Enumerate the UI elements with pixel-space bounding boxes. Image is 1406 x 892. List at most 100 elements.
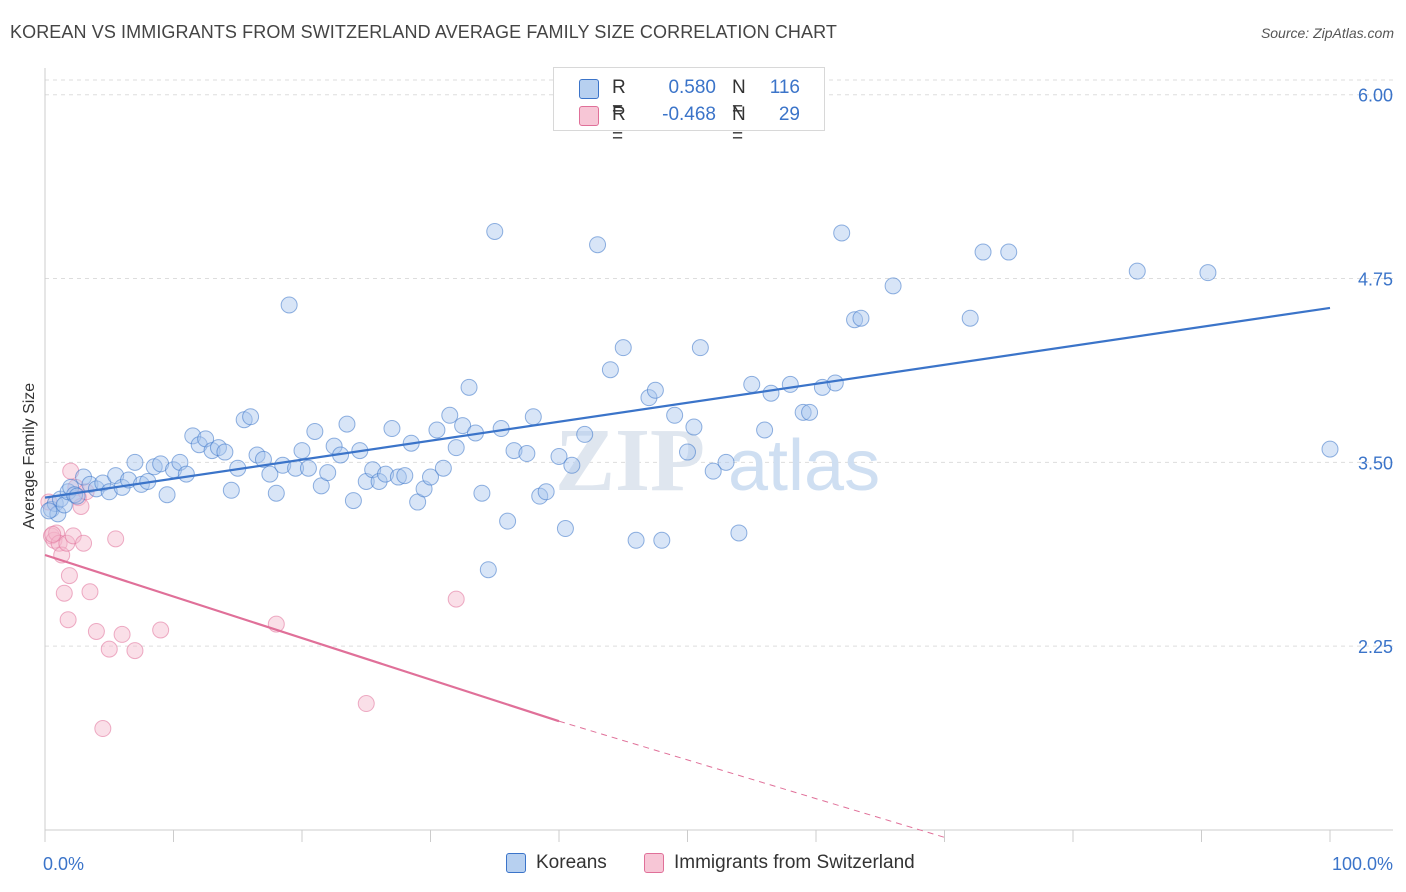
data-point-koreans <box>614 339 632 357</box>
data-point-koreans <box>563 456 581 474</box>
legend-r-value: 0.580 <box>668 77 716 98</box>
data-point-koreans <box>961 309 979 327</box>
legend-r-value: -0.468 <box>662 104 716 125</box>
data-point-koreans <box>884 277 902 295</box>
data-point-koreans <box>460 378 478 396</box>
trend-line-koreans <box>44 306 1331 499</box>
data-point-koreans <box>184 427 202 445</box>
data-point-switzerland <box>126 642 144 660</box>
trend-line-switzerland <box>44 553 560 723</box>
y-tick-label: 3.50 <box>1358 453 1393 473</box>
data-point-switzerland <box>94 720 112 738</box>
data-point-koreans <box>518 445 536 463</box>
data-point-koreans <box>1199 264 1217 282</box>
legend-r-label: R = <box>612 77 626 120</box>
legend-n-value: 116 <box>769 77 800 98</box>
data-point-koreans <box>68 487 86 505</box>
data-point-koreans <box>293 442 311 460</box>
bottom-legend-label: Immigrants from Switzerland <box>674 852 915 873</box>
data-point-koreans <box>383 420 401 438</box>
data-point-koreans <box>756 421 774 439</box>
data-point-koreans <box>781 375 799 393</box>
legend-swatch-koreans <box>579 79 599 99</box>
data-point-koreans <box>49 505 67 523</box>
data-point-koreans <box>306 422 324 440</box>
data-point-koreans <box>524 408 542 426</box>
data-point-koreans <box>679 443 696 461</box>
data-point-koreans <box>299 459 317 477</box>
series-koreans <box>40 222 1339 579</box>
data-point-koreans <box>846 311 864 329</box>
bottom-legend-label: Koreans <box>536 852 607 873</box>
data-point-koreans <box>94 474 112 492</box>
legend-n-value: 29 <box>778 104 800 125</box>
trend-lines <box>44 306 1331 838</box>
y-tick-label: 6.00 <box>1358 86 1393 106</box>
y-axis-label: Average Family Size <box>21 383 38 530</box>
y-tick-label: 4.75 <box>1358 270 1393 290</box>
data-point-switzerland <box>152 621 170 639</box>
data-point-koreans <box>589 236 607 254</box>
data-point-koreans <box>222 481 240 499</box>
data-point-switzerland <box>59 611 77 629</box>
data-point-koreans <box>454 417 472 435</box>
data-point-koreans <box>794 403 812 421</box>
data-point-koreans <box>261 465 279 483</box>
data-point-koreans <box>396 467 414 485</box>
data-point-koreans <box>499 512 517 530</box>
data-point-switzerland <box>44 525 62 543</box>
data-point-koreans <box>653 531 671 549</box>
data-point-koreans <box>550 447 568 465</box>
data-point-switzerland <box>60 567 78 585</box>
data-point-koreans <box>576 425 594 443</box>
data-point-koreans <box>319 464 337 482</box>
data-point-koreans <box>826 374 844 392</box>
axes <box>44 68 1393 842</box>
y-tick-label: 2.25 <box>1358 637 1393 657</box>
chart-title: KOREAN VS IMMIGRANTS FROM SWITZERLAND AV… <box>10 22 837 42</box>
data-point-koreans <box>422 468 439 486</box>
data-point-koreans <box>601 361 619 379</box>
data-point-switzerland <box>357 695 375 713</box>
data-point-koreans <box>158 486 176 504</box>
data-point-koreans <box>338 415 356 433</box>
data-point-koreans <box>473 484 491 502</box>
legend-n-label: N = <box>732 77 746 120</box>
data-point-switzerland <box>55 584 73 602</box>
data-point-koreans <box>479 561 497 579</box>
bottom-legend-swatch-koreans <box>506 853 526 873</box>
data-point-koreans <box>974 243 992 261</box>
data-point-koreans <box>627 531 645 549</box>
data-point-koreans <box>691 339 709 357</box>
data-point-koreans <box>428 421 446 439</box>
x-tick-label: 100.0% <box>1332 854 1393 874</box>
data-point-koreans <box>505 442 523 460</box>
legend-swatch-switzerland <box>579 106 599 126</box>
data-point-koreans <box>441 406 459 424</box>
data-point-koreans <box>254 450 272 468</box>
data-point-koreans <box>216 443 234 461</box>
data-point-koreans <box>762 384 780 402</box>
data-point-koreans <box>177 465 195 483</box>
data-point-koreans <box>344 492 362 510</box>
data-point-koreans <box>1128 262 1146 280</box>
data-point-switzerland <box>100 640 118 658</box>
data-point-koreans <box>704 462 722 480</box>
data-point-koreans <box>537 483 555 501</box>
data-point-koreans <box>1000 243 1018 261</box>
data-point-koreans <box>717 453 735 471</box>
legend-n-label: N = <box>732 104 746 147</box>
data-point-koreans <box>852 309 870 327</box>
data-point-koreans <box>1321 440 1339 458</box>
data-point-switzerland <box>75 534 93 552</box>
data-point-koreans <box>486 222 504 240</box>
source-label: Source: ZipAtlas.com <box>1260 25 1394 41</box>
data-point-koreans <box>242 408 260 426</box>
tick-labels: 2.25 3.50 4.75 6.00 0.0% 100.0% <box>43 86 1393 874</box>
data-point-koreans <box>280 296 298 314</box>
data-point-koreans <box>730 524 748 542</box>
grid-lines <box>45 79 1393 647</box>
data-point-koreans <box>126 453 144 471</box>
watermark-atlas: atlas <box>728 426 880 506</box>
